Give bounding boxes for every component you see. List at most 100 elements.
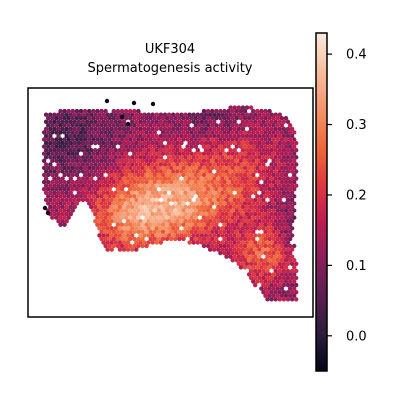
spot: [285, 162, 291, 167]
spot: [177, 151, 182, 156]
spot: [132, 116, 137, 121]
spot: [105, 119, 110, 125]
spot: [220, 183, 225, 188]
spot: [285, 176, 291, 181]
spot: [251, 236, 256, 242]
spot: [150, 101, 156, 107]
spot: [154, 169, 159, 174]
spot: [162, 119, 168, 125]
spot: [281, 133, 287, 139]
spot: [58, 137, 63, 142]
spot: [171, 112, 176, 117]
spot: [140, 222, 145, 227]
spot: [148, 158, 153, 163]
spot: [123, 201, 129, 206]
spot: [60, 126, 65, 132]
spot: [84, 155, 90, 160]
spot: [240, 254, 246, 259]
spot: [103, 194, 108, 199]
spot: [281, 297, 287, 302]
spot: [64, 112, 69, 117]
spot: [261, 247, 266, 252]
spot: [113, 204, 119, 210]
spot: [222, 158, 227, 163]
spot: [253, 219, 258, 224]
spot: [253, 268, 258, 274]
spot: [132, 108, 137, 114]
spot: [214, 215, 219, 220]
spot: [263, 165, 268, 171]
spot: [232, 176, 237, 181]
spot: [246, 229, 252, 234]
spot: [242, 123, 248, 128]
spot: [236, 176, 241, 181]
spot: [66, 123, 71, 128]
spot: [68, 162, 74, 167]
spot: [138, 233, 143, 238]
spot: [109, 226, 114, 231]
spot: [232, 155, 237, 160]
spot: [99, 130, 104, 135]
spot: [255, 187, 260, 192]
spot: [228, 133, 233, 139]
spot: [154, 133, 159, 139]
spot: [285, 211, 291, 217]
spot: [52, 126, 57, 132]
spot: [257, 155, 262, 160]
spot: [128, 208, 133, 213]
spot: [46, 194, 51, 199]
spot: [255, 215, 260, 220]
spot: [222, 201, 227, 206]
spot: [218, 229, 223, 234]
spot: [138, 155, 143, 160]
spot: [285, 183, 291, 188]
spot: [74, 108, 80, 114]
spot: [197, 229, 203, 234]
spot: [255, 108, 260, 114]
spot: [287, 194, 293, 199]
spot: [255, 250, 260, 256]
spot: [273, 282, 278, 288]
spot: [289, 176, 295, 181]
spot: [289, 140, 295, 146]
spot: [138, 162, 143, 167]
spot: [181, 208, 186, 213]
spot: [255, 208, 260, 213]
spot: [103, 123, 108, 128]
spot: [160, 229, 166, 234]
spot: [234, 172, 239, 178]
spot: [66, 179, 71, 185]
spot: [205, 222, 211, 227]
spot: [244, 190, 250, 195]
spot: [273, 183, 278, 188]
spot: [103, 130, 108, 135]
spot: [232, 169, 237, 174]
spot: [173, 208, 178, 213]
spot: [230, 201, 235, 206]
spot: [89, 162, 94, 167]
spot: [125, 148, 131, 153]
spot: [226, 165, 231, 171]
spot: [91, 158, 96, 163]
spot: [185, 229, 190, 234]
spot: [275, 243, 280, 249]
spot: [101, 204, 106, 210]
spot: [207, 119, 213, 125]
spot: [87, 165, 92, 171]
spot: [113, 162, 119, 167]
spot: [185, 137, 190, 142]
spot: [218, 130, 223, 135]
spot: [289, 126, 295, 132]
spot: [181, 165, 186, 171]
spot: [101, 211, 106, 217]
spot: [191, 155, 196, 160]
spot: [117, 247, 123, 252]
spot: [265, 211, 270, 217]
spot: [48, 204, 53, 210]
spot: [162, 176, 168, 181]
spot: [136, 215, 141, 220]
spot: [179, 126, 184, 132]
spot: [142, 233, 147, 238]
spot: [253, 240, 258, 245]
spot: [162, 211, 168, 217]
